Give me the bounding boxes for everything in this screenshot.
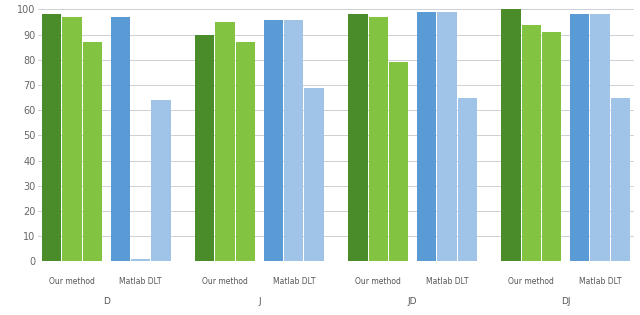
Bar [458,98,477,261]
Bar [195,35,214,261]
Text: J: J [258,297,260,306]
Bar [236,42,255,261]
Text: Our method: Our method [355,277,401,286]
Bar [111,17,130,261]
Bar [389,62,408,261]
Bar [502,9,521,261]
Text: Matlab DLT: Matlab DLT [273,277,315,286]
Text: Matlab DLT: Matlab DLT [119,277,162,286]
Text: JD: JD [408,297,417,306]
Text: Our method: Our method [202,277,248,286]
Bar [216,22,235,261]
Text: Matlab DLT: Matlab DLT [579,277,621,286]
Bar [542,32,561,261]
Bar [437,12,456,261]
Text: D: D [103,297,109,306]
Bar [570,14,589,261]
Bar [611,98,630,261]
Bar [264,20,283,261]
Bar [348,14,367,261]
Text: Our method: Our method [49,277,95,286]
Bar [369,17,388,261]
Bar [42,14,61,261]
Text: DJ: DJ [561,297,570,306]
Bar [83,42,102,261]
Bar [417,12,436,261]
Bar [591,14,610,261]
Bar [151,100,170,261]
Bar [284,20,303,261]
Text: Our method: Our method [509,277,554,286]
Bar [62,17,81,261]
Bar [131,259,150,261]
Text: Matlab DLT: Matlab DLT [426,277,468,286]
Bar [305,88,324,261]
Bar [522,25,541,261]
